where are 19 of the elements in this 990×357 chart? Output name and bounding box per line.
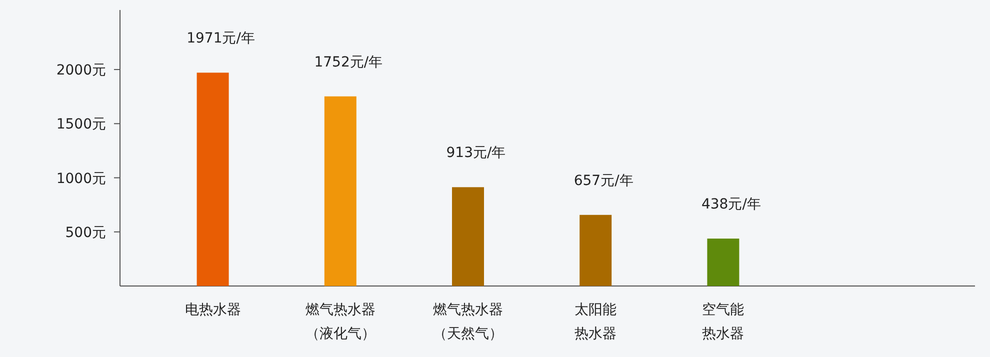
x-tick-label: 燃气热水器（液化气） [305,302,376,342]
data-label: 913元/年 [446,145,506,162]
data-label: 657元/年 [574,172,634,189]
data-label: 438元/年 [701,196,761,213]
data-label: 1971元/年 [186,30,255,47]
x-tick-label: 空气能热水器 [702,302,744,342]
x-tick-label: 电热水器 [184,302,241,318]
data-label: 1752元/年 [314,54,383,70]
bar [324,96,356,286]
x-tick-label: 燃气热水器（天然气） [433,302,503,342]
y-tick-label: 2000元 [56,62,106,79]
bar [707,238,740,286]
bar [580,214,612,286]
y-tick-label: 1500元 [56,116,106,133]
bar [452,187,484,286]
y-tick-label: 1000元 [56,170,106,187]
x-tick-label: 太阳能热水器 [574,302,617,342]
bar [196,72,229,286]
y-tick-label: 500元 [65,224,106,241]
